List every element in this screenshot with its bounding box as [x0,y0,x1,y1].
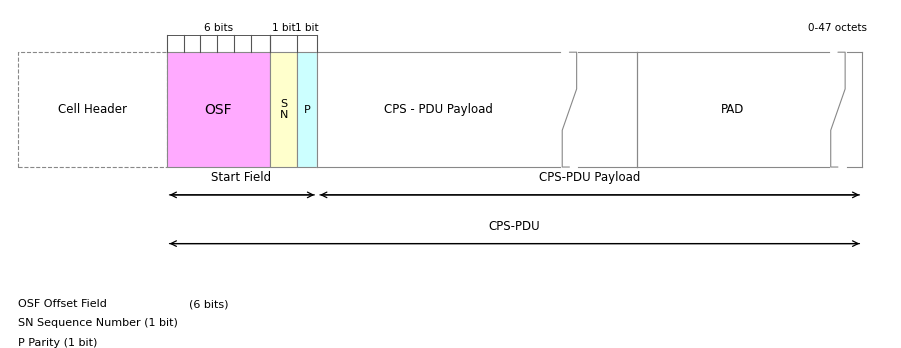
Text: P Parity (1 bit): P Parity (1 bit) [18,338,97,348]
Polygon shape [578,52,637,167]
Bar [18,52,167,167]
Text: CPS - PDU Payload: CPS - PDU Payload [385,103,493,116]
Text: S
N: S N [279,99,288,120]
Text: CPS-PDU: CPS-PDU [488,220,541,233]
Text: PAD: PAD [722,103,744,116]
Bar [167,52,270,167]
Text: 0-47 octets: 0-47 octets [808,23,868,33]
Bar [270,52,297,167]
Text: OSF Offset Field: OSF Offset Field [18,299,107,309]
Text: 1 bit: 1 bit [272,23,296,33]
Polygon shape [317,52,560,167]
Polygon shape [637,52,829,167]
Text: SN Sequence Number (1 bit): SN Sequence Number (1 bit) [18,318,177,329]
Polygon shape [847,52,862,167]
Text: P: P [304,105,311,114]
Text: 1 bit: 1 bit [296,23,319,33]
Text: CPS-PDU Payload: CPS-PDU Payload [540,172,641,184]
Text: Cell Header: Cell Header [58,103,127,116]
Text: Start Field: Start Field [212,172,271,184]
Text: OSF: OSF [205,103,232,117]
Text: (6 bits): (6 bits) [189,299,229,309]
Bar [297,52,317,167]
Text: 6 bits: 6 bits [205,23,233,33]
